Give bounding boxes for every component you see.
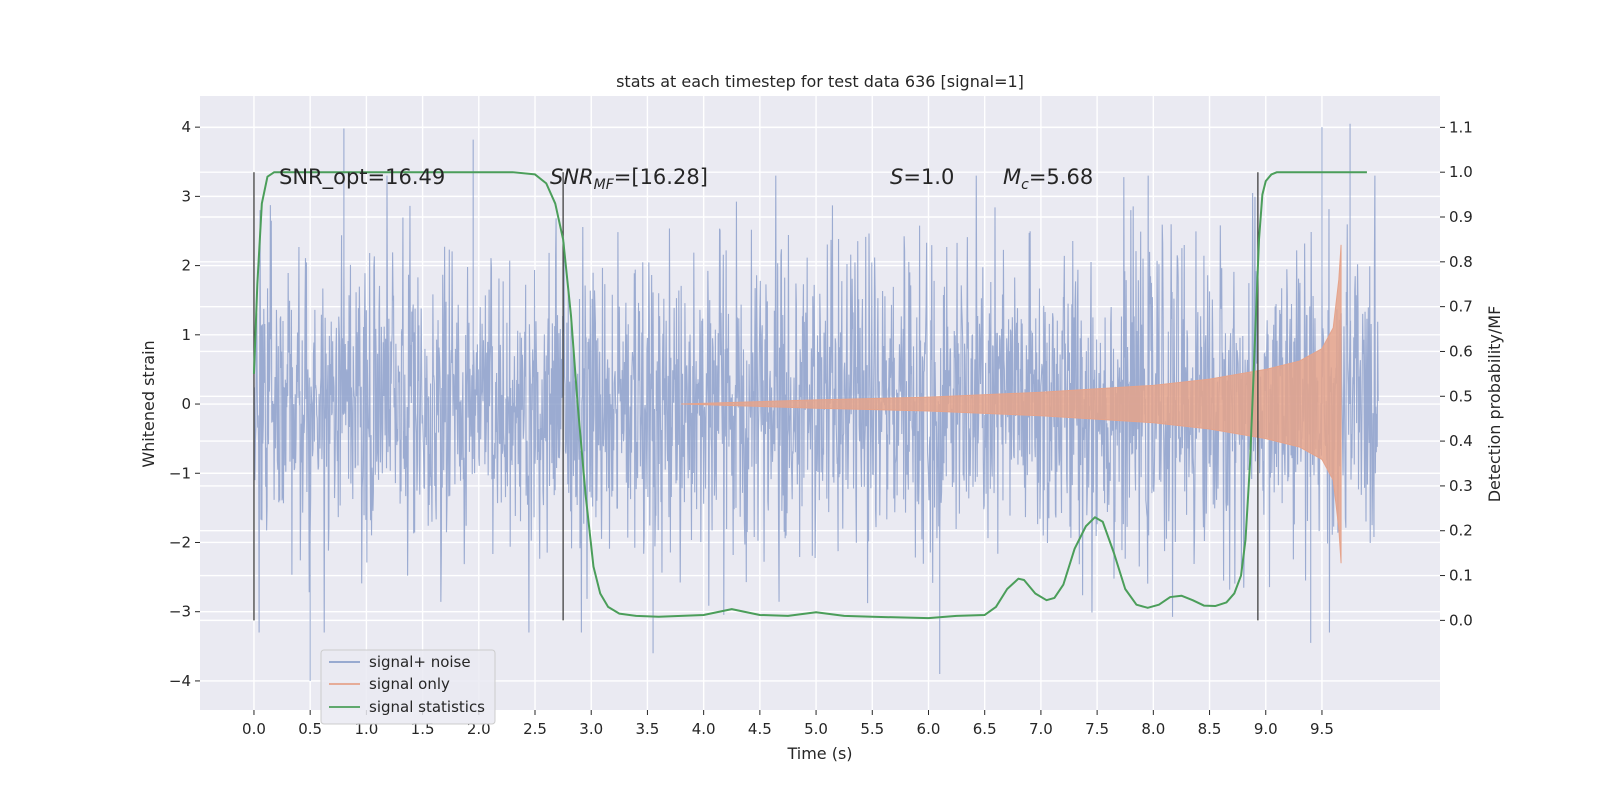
annotation-snr-mf: SNRMF=[16.28] [550, 165, 708, 193]
x-tick-label: 0.5 [298, 720, 322, 738]
y2-tick-label: 0.3 [1449, 477, 1473, 495]
x-tick-label: 7.5 [1085, 720, 1109, 738]
x-tick-label: 4.0 [692, 720, 716, 738]
x-tick-label: 3.5 [636, 720, 660, 738]
y-tick-label: −4 [169, 672, 191, 690]
signal-statistics-line [252, 171, 1367, 620]
y2-axis-label: Detection probability/MF [1485, 306, 1504, 503]
x-tick-label: 9.0 [1254, 720, 1278, 738]
y-axis-label: Whitened strain [139, 340, 158, 467]
y2-tick-label: 0.7 [1449, 298, 1473, 316]
legend: signal+ noise signal only signal statist… [320, 649, 496, 725]
y-tick-label: 2 [181, 257, 191, 275]
y2-tick-label: 0.2 [1449, 522, 1473, 540]
y2-tick-label: 0.4 [1449, 432, 1473, 450]
x-tick-label: 2.5 [523, 720, 547, 738]
y-tick-label: −3 [169, 603, 191, 621]
x-tick-label: 3.0 [579, 720, 603, 738]
y-axis-ticks: 4 3 2 1 0 −1 −2 −3 −4 [169, 118, 200, 690]
y2-tick-label: 0.8 [1449, 253, 1473, 271]
annotation-snr-opt: SNR_opt=16.49 [279, 165, 445, 190]
series-signal-noise [253, 123, 1379, 681]
series-signal-only [681, 244, 1342, 564]
y-tick-label: 1 [181, 326, 191, 344]
annotation-mc: Mc=5.68 [1003, 165, 1093, 193]
x-tick-label: 6.0 [917, 720, 941, 738]
y-tick-label: −2 [169, 533, 191, 551]
y2-tick-label: 0.0 [1449, 611, 1473, 629]
x-tick-label: 4.5 [748, 720, 772, 738]
x-tick-label: 5.0 [804, 720, 828, 738]
x-tick-label: 5.5 [860, 720, 884, 738]
legend-label-signal-statistics: signal statistics [369, 698, 485, 716]
annotation-s: S=1.0 [890, 165, 954, 189]
legend-box [320, 649, 496, 725]
y2-tick-label: 0.5 [1449, 387, 1473, 405]
signal-only-fill [681, 244, 1342, 564]
x-axis-ticks: 0.0 0.5 1.0 1.5 2.0 2.5 3.0 3.5 4.0 4.5 5.0 5.5 6.0 6… [242, 710, 1334, 738]
y2-tick-label: 0.6 [1449, 342, 1473, 360]
y-tick-label: 3 [181, 187, 191, 205]
x-tick-label: 7.0 [1029, 720, 1053, 738]
legend-label-signal-only: signal only [369, 675, 450, 693]
signal-noise-line [253, 123, 1379, 681]
y-tick-label: −1 [169, 464, 191, 482]
y2-tick-label: 1.0 [1449, 163, 1473, 181]
legend-label-signal-noise: signal+ noise [369, 653, 471, 671]
y-tick-label: 4 [181, 118, 191, 136]
series-signal-statistics [252, 171, 1367, 620]
y-tick-label: 0 [181, 395, 191, 413]
chart-title: stats at each timestep for test data 636… [616, 72, 1024, 91]
x-tick-label: 9.5 [1310, 720, 1334, 738]
y2-axis-ticks: 1.1 1.0 0.9 0.8 0.7 0.6 0.5 0.4 0.3 0.2 0.1 0.0 [1440, 118, 1473, 629]
x-tick-label: 6.5 [973, 720, 997, 738]
x-tick-label: 8.0 [1141, 720, 1165, 738]
x-tick-label: 8.5 [1198, 720, 1222, 738]
x-tick-label: 0.0 [242, 720, 266, 738]
x-axis-label: Time (s) [786, 744, 852, 763]
y2-tick-label: 0.1 [1449, 567, 1473, 585]
y2-tick-label: 1.1 [1449, 118, 1473, 136]
y2-tick-label: 0.9 [1449, 208, 1473, 226]
